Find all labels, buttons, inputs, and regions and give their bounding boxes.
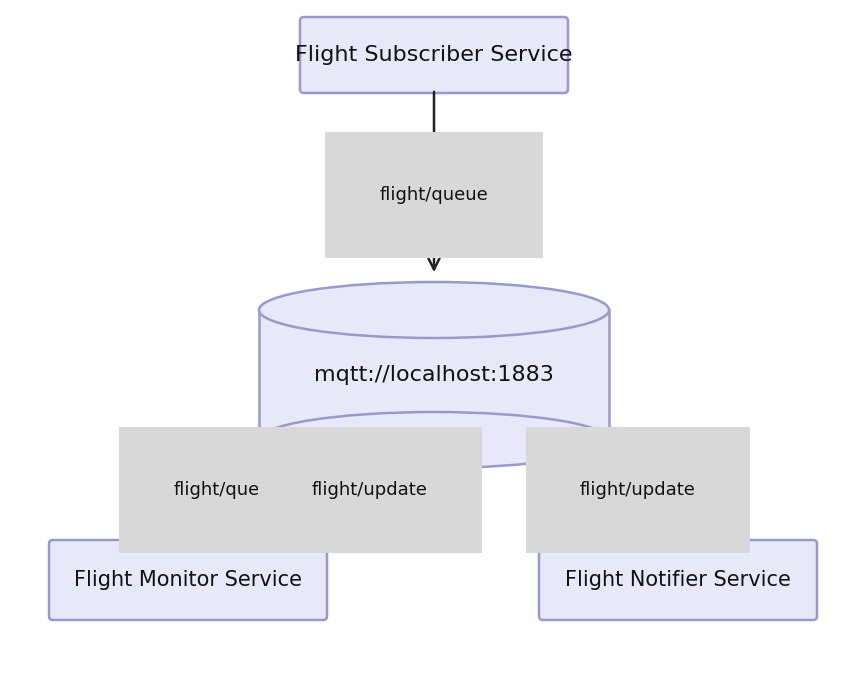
Text: mqtt://localhost:1883: mqtt://localhost:1883 bbox=[314, 365, 554, 385]
Polygon shape bbox=[259, 310, 609, 440]
Text: flight/update: flight/update bbox=[580, 481, 696, 499]
Ellipse shape bbox=[259, 282, 609, 338]
FancyBboxPatch shape bbox=[300, 17, 568, 93]
Text: Flight Subscriber Service: Flight Subscriber Service bbox=[295, 45, 573, 65]
Text: flight/update: flight/update bbox=[312, 481, 428, 499]
Text: Flight Notifier Service: Flight Notifier Service bbox=[565, 570, 791, 590]
FancyBboxPatch shape bbox=[539, 540, 817, 620]
FancyBboxPatch shape bbox=[49, 540, 327, 620]
Text: flight/queue: flight/queue bbox=[379, 186, 489, 204]
Text: Flight Monitor Service: Flight Monitor Service bbox=[74, 570, 302, 590]
Text: flight/queue: flight/queue bbox=[174, 481, 282, 499]
Ellipse shape bbox=[259, 412, 609, 468]
